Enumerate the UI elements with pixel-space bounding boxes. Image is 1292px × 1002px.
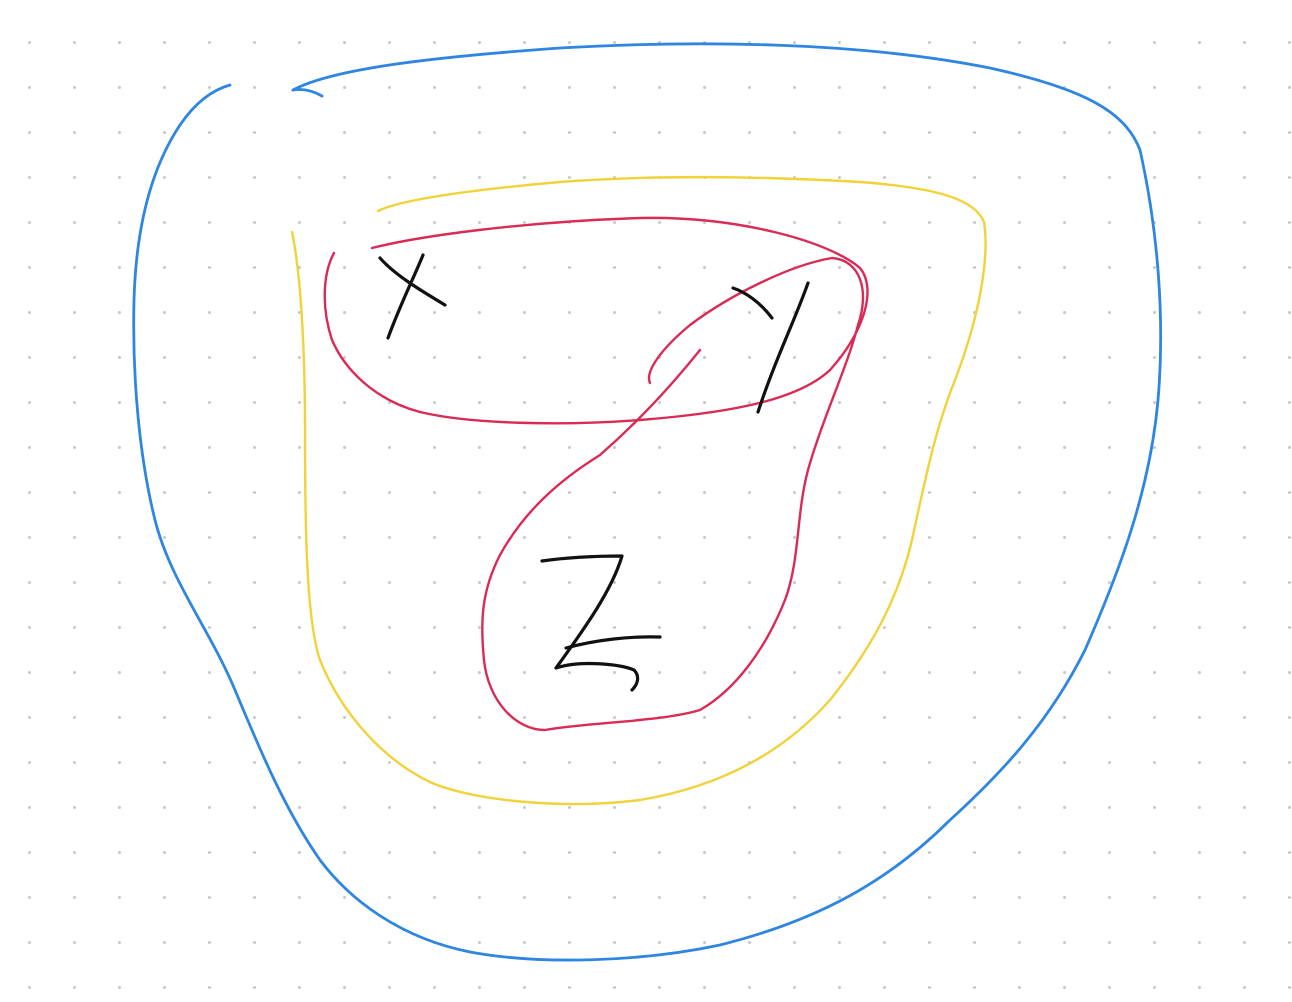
red-yz-loop	[481, 256, 865, 732]
outer-blue-loop	[132, 42, 1163, 962]
letter-z-text: Z	[0, 0, 1, 1]
outer-blue-loop-tick	[291, 88, 324, 98]
letter-y-text: Y	[0, 0, 1, 1]
letter-z: Z	[0, 0, 662, 692]
red-xy-ellipse	[323, 216, 869, 425]
letter-x: X	[0, 0, 447, 340]
letter-x-text: X	[0, 0, 1, 1]
middle-yellow-loop	[290, 175, 987, 806]
letter-y: Y	[0, 0, 810, 414]
